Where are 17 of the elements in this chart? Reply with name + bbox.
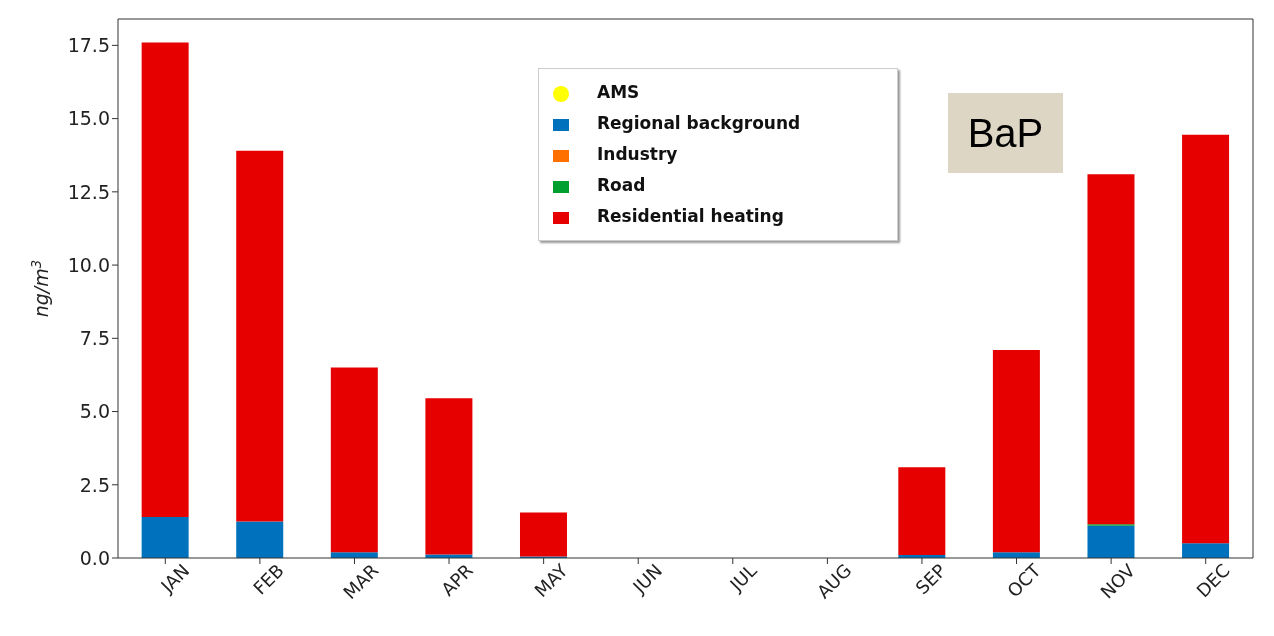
y-tick-label: 17.5 [67,34,110,57]
legend-label: Residential heating [597,206,784,226]
y-tick-label: 5.0 [79,400,110,423]
x-tick-label: JUL [725,559,761,596]
x-tick-label: FEB [248,559,288,599]
y-tick-label: 10.0 [67,253,110,276]
legend-label: Regional background [597,113,801,133]
annotation: BaP [948,93,1063,173]
y-tick-label: 12.5 [67,180,110,203]
legend-label: AMS [597,82,640,102]
y-tick-label: 0.0 [79,546,110,569]
legend-label: Road [597,175,646,195]
y-tick-label: 2.5 [79,473,110,496]
y-tick-label: 15.0 [67,107,110,130]
x-tick-label: SEP [911,559,951,599]
legend-label: Industry [597,144,678,164]
y-tick-label: 7.5 [79,327,110,350]
